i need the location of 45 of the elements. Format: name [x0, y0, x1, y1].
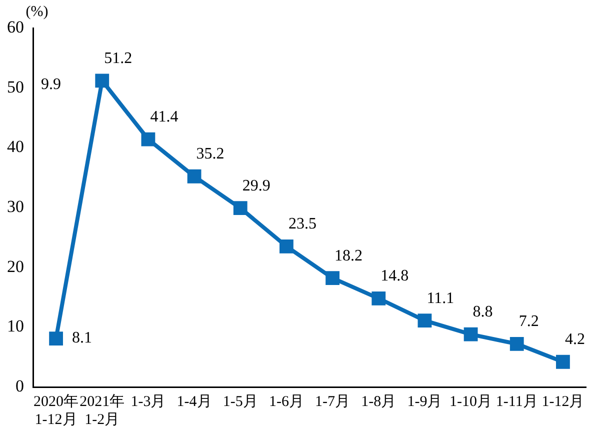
data-label: 35.2: [196, 146, 224, 163]
data-label: 29.9: [242, 177, 270, 194]
x-tick-label: 1-6月: [268, 394, 304, 410]
y-axis-title: (%): [26, 4, 48, 20]
point: [95, 74, 110, 88]
x-tick-label: 1-9月: [407, 394, 442, 410]
data-label: 7.2: [518, 313, 539, 330]
point: [49, 332, 63, 346]
point: [141, 132, 156, 146]
point: [464, 327, 478, 342]
y-tick-label: 30: [7, 196, 24, 216]
y-tick-label: 10: [7, 316, 24, 336]
data-label: 8.1: [72, 330, 92, 347]
x-tick-label: 1-11月: [496, 394, 538, 410]
y-tick-label: 20: [7, 256, 24, 276]
point: [418, 314, 432, 328]
x-tick-label: 2021年 1-2月: [80, 392, 125, 428]
x-tick-label: 1-7月: [315, 394, 350, 410]
x-tick-label: 1-5月: [222, 394, 258, 410]
data-label: 23.5: [288, 216, 316, 233]
x-tick-label: 1-10月: [450, 394, 492, 410]
point: [280, 239, 294, 254]
x-tick-label: 2020年 1-12月: [34, 392, 79, 428]
point: [372, 291, 386, 306]
point: [233, 201, 248, 216]
data-label: 18.2: [334, 247, 363, 264]
point: [556, 354, 570, 369]
x-tick-label: 1-3月: [130, 394, 166, 410]
data-label: 41.4: [150, 108, 178, 126]
x-tick-label: 1-4月: [176, 394, 212, 410]
y-tick-label: 50: [7, 77, 24, 96]
data-label: 4.2: [564, 331, 585, 348]
data-label: 51.2: [104, 50, 132, 67]
data-label: 14.8: [380, 268, 409, 285]
annotation: 9.9: [41, 76, 61, 94]
y-tick-label: 60: [7, 17, 24, 36]
data-label: 11.1: [426, 290, 454, 307]
x-tick-label: 1-8月: [361, 394, 396, 410]
point: [187, 169, 202, 184]
point: [510, 336, 524, 351]
y-tick-label: 0: [16, 376, 24, 396]
data-label: 8.8: [472, 304, 493, 321]
x-tick-label: 1-12月: [542, 394, 584, 410]
y-tick-label: 40: [7, 137, 24, 156]
point: [326, 271, 340, 286]
